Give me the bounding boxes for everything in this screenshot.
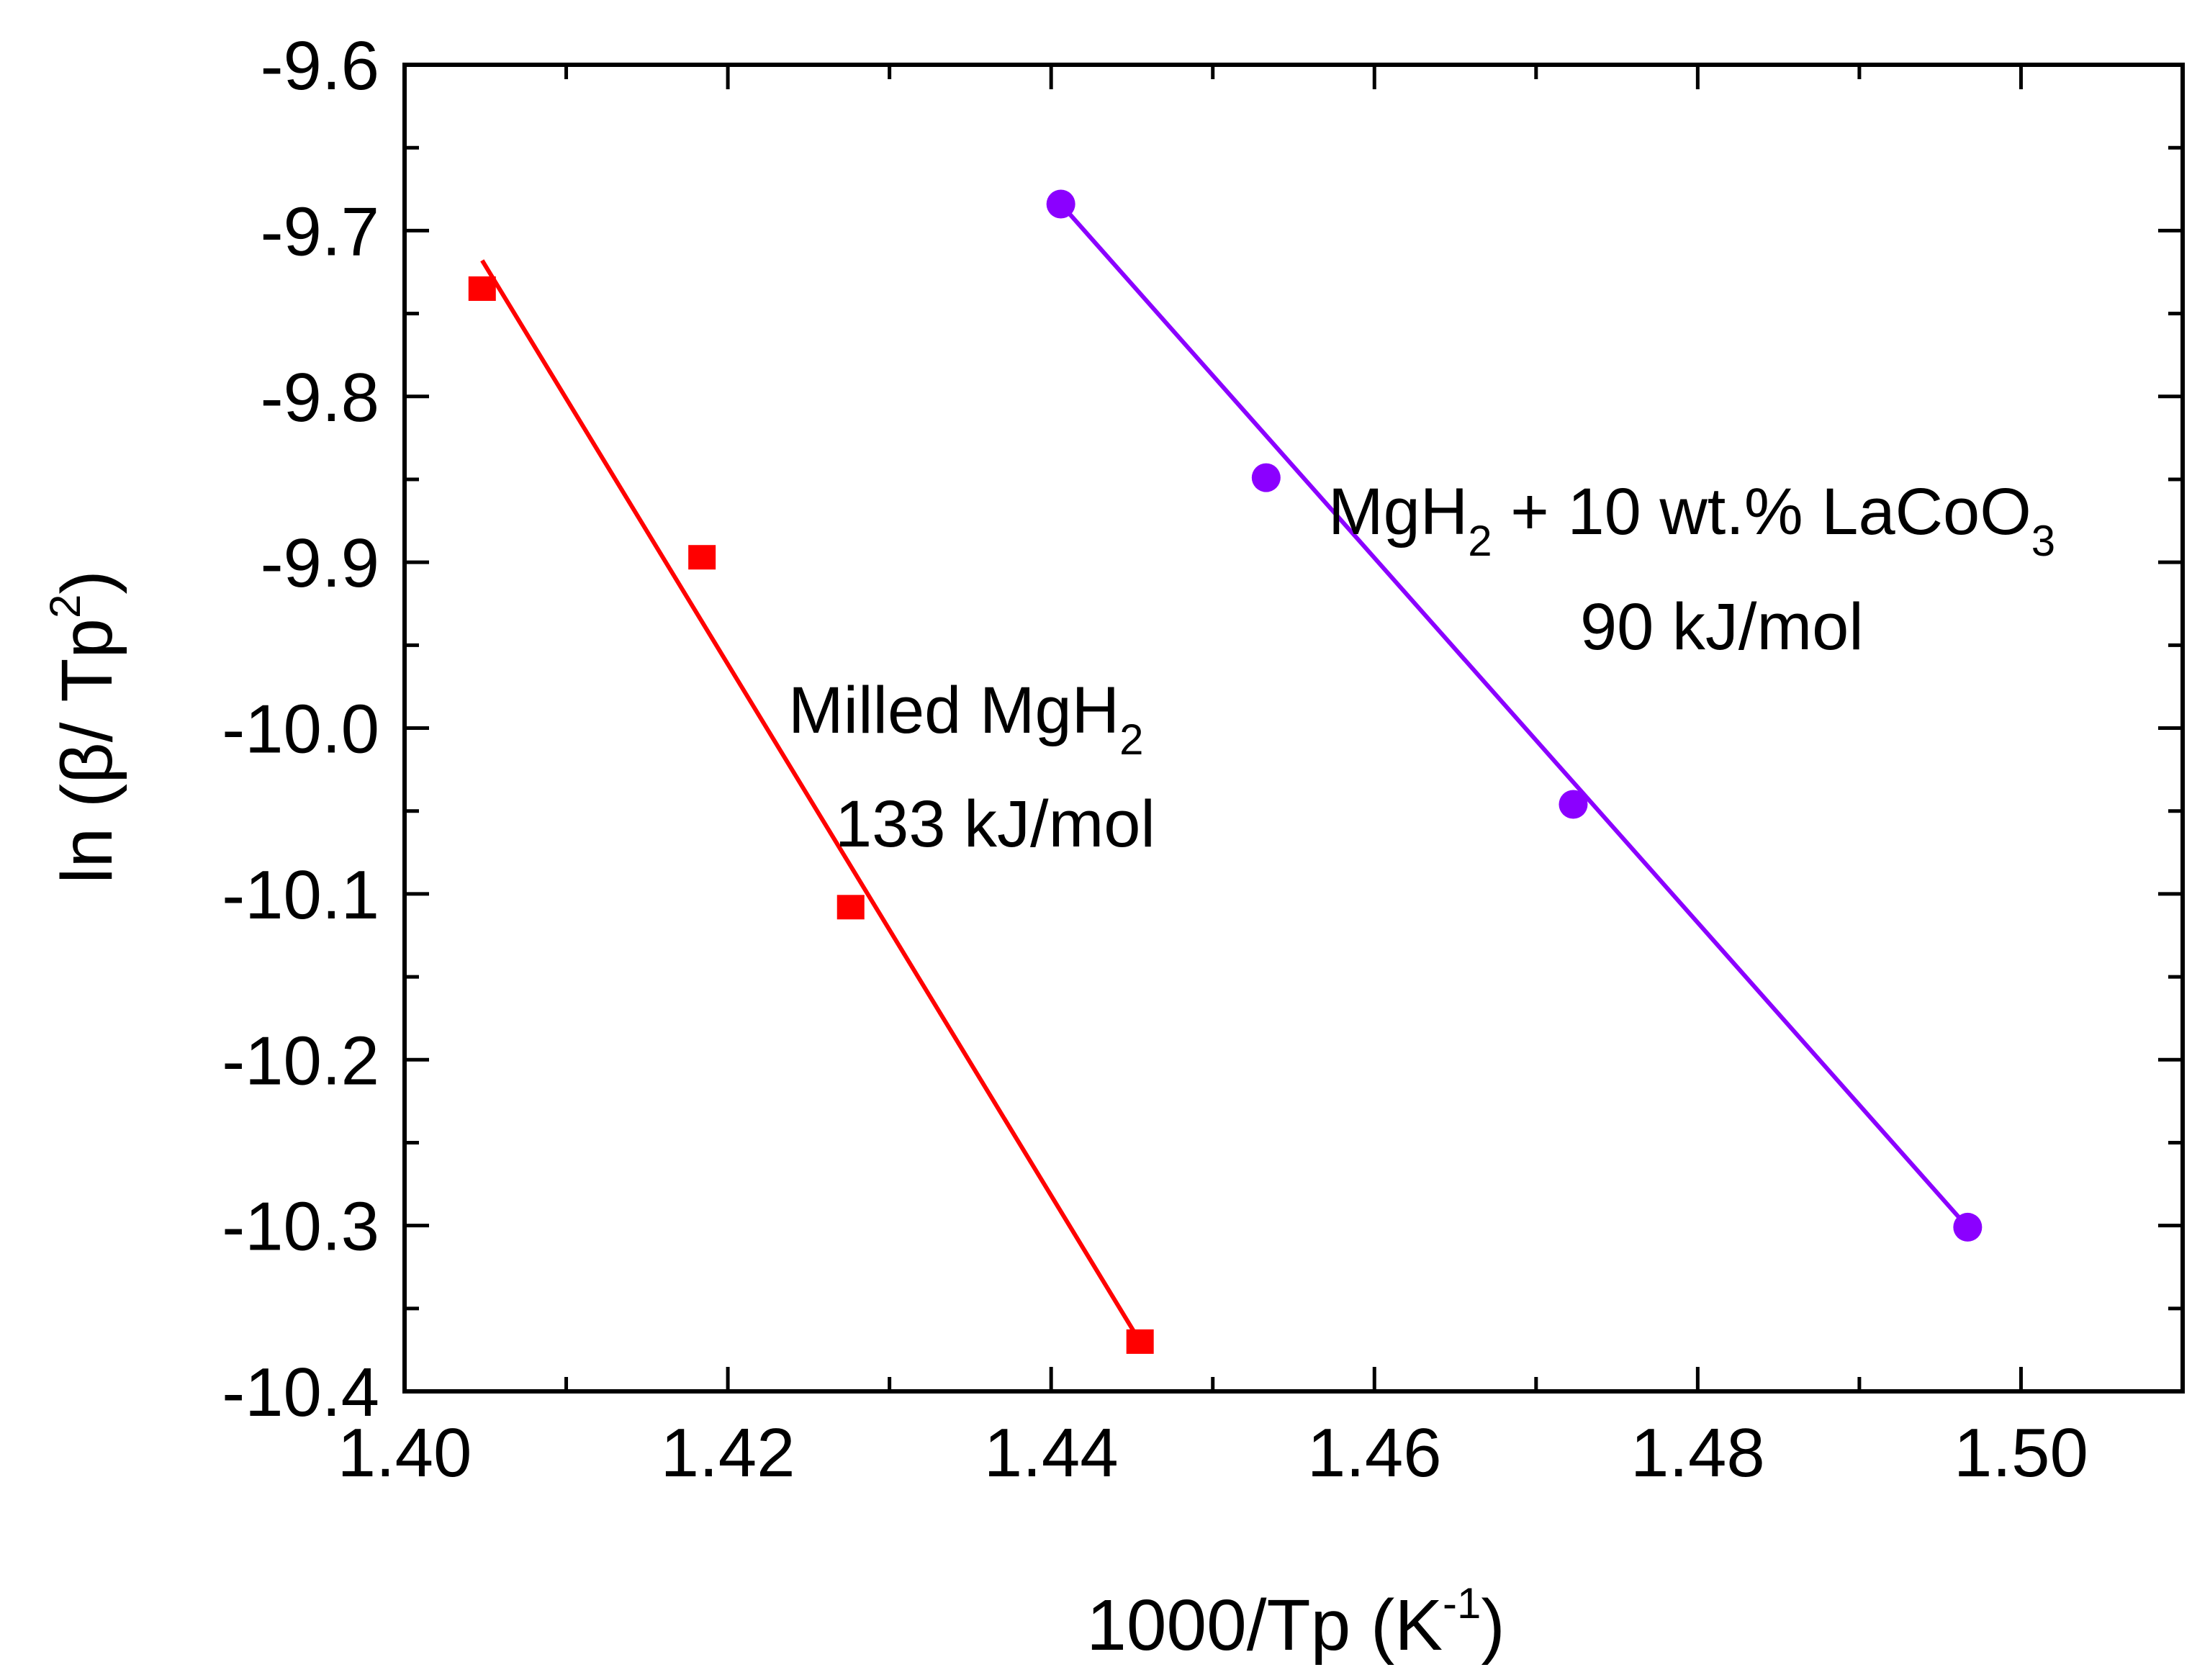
x-ticks [402,65,2185,1391]
y-tick-label: -10.1 [222,857,379,934]
series-layer [468,189,1983,1354]
data-point [1251,463,1281,492]
annotation-milled-line1: Milled MgH2 [788,674,1143,764]
x-tick-labels: 1.40 1.42 1.44 1.46 1.48 1.50 [338,1414,2088,1491]
y-tick-label: -10.0 [222,691,379,768]
x-tick-label: 1.42 [661,1414,795,1491]
data-point [1953,1212,1983,1242]
plot-frame [402,63,2185,1394]
y-axis-label: ln (β/ Tp2) [41,570,127,883]
data-point [688,545,716,570]
x-tick-label: 1.48 [1631,1414,1765,1491]
x-axis-label: 1000/Tp (K-1) [1086,1579,1505,1666]
x-tick-label: 1.50 [1954,1414,2088,1491]
y-tick-label: -9.7 [261,193,379,270]
x-tick-label: 1.40 [338,1414,472,1491]
annotation-milled-line2: 133 kJ/mol [835,787,1155,861]
annotation-doped-line2: 90 kJ/mol [1580,590,1864,664]
y-tick-labels: -9.6 -9.7 -9.8 -9.9 -10.0 -10.1 -10.2 -10.3 -10.… [222,27,379,1431]
y-tick-label: -10.4 [222,1354,379,1431]
series-1 [1046,189,1983,1242]
data-point [1559,790,1588,819]
data-point [1126,1329,1154,1354]
fit-line [480,259,1142,1343]
y-tick-label: -9.6 [261,27,379,104]
y-tick-label: -10.3 [222,1188,379,1265]
data-point [468,276,496,302]
x-tick-label: 1.46 [1307,1414,1442,1491]
series-0 [468,259,1154,1354]
data-point [836,895,865,920]
data-point [1046,189,1075,219]
y-tick-label: -10.2 [222,1022,379,1099]
annotation-doped-line1: MgH2 + 10 wt.% LaCoO3 [1328,475,2055,565]
y-tick-label: -9.9 [261,525,379,602]
fit-line [1059,202,1970,1229]
y-ticks [405,63,2183,1394]
x-tick-label: 1.44 [984,1414,1119,1491]
y-tick-label: -9.8 [261,359,379,436]
